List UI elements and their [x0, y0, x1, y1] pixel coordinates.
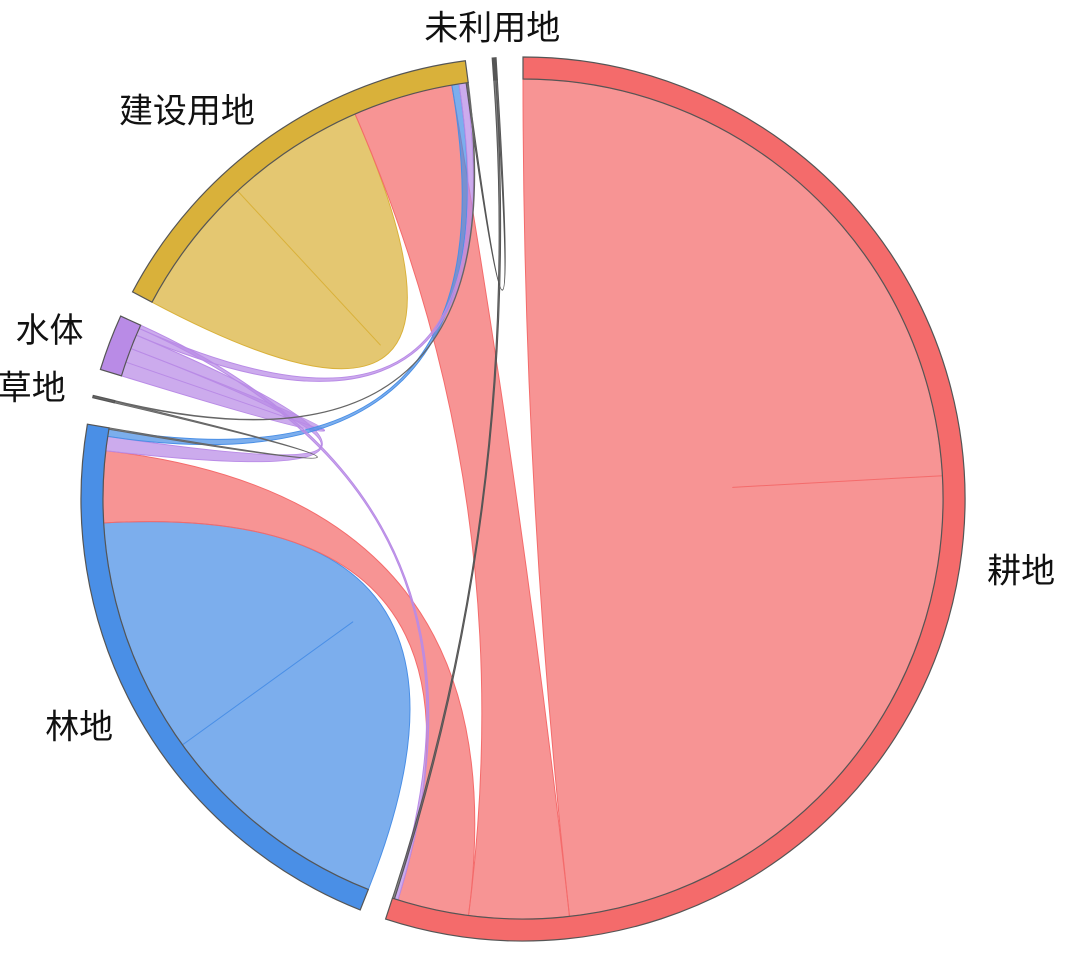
- sector-arc: [92, 394, 116, 404]
- sector-arc: [384, 56, 966, 942]
- sector-arc: [491, 57, 498, 81]
- sector-label: 未利用地: [424, 9, 560, 49]
- sector-label: 林地: [45, 708, 113, 748]
- sector-arc: [80, 423, 370, 911]
- sector-arc: [131, 60, 469, 303]
- sector-label: 水体: [15, 311, 83, 351]
- sector-label: 草地: [0, 369, 66, 409]
- sector-label: 建设用地: [119, 91, 255, 131]
- sector-arc: [99, 315, 142, 377]
- sector-label: 耕地: [987, 551, 1055, 591]
- chord-ribbon: [522, 78, 944, 917]
